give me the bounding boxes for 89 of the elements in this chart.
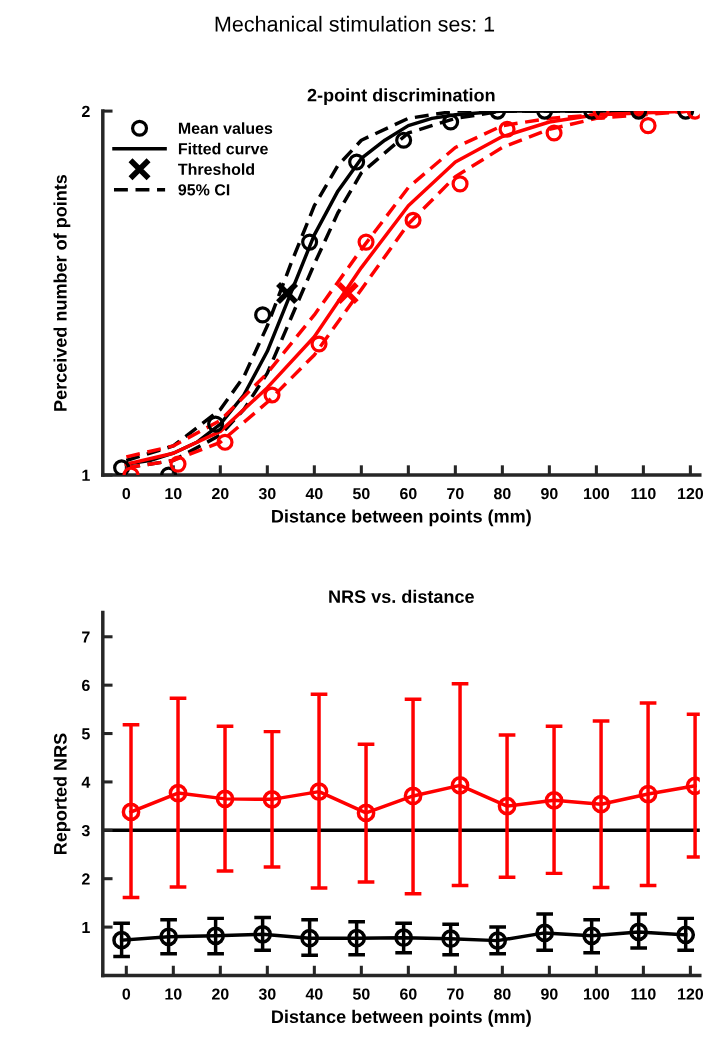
y-tick-label: 5 (81, 728, 90, 740)
x-tick-label: 80 (493, 988, 511, 1000)
y-tick-label: 3 (81, 824, 90, 837)
x-tick-label: 120 (678, 487, 704, 500)
point (442, 113, 460, 131)
legend-label: Fitted curve (178, 142, 268, 155)
point (206, 926, 225, 946)
x-tick-label: 120 (678, 988, 704, 1000)
point (335, 281, 360, 305)
chart-title: NRS vs. distance (329, 589, 474, 604)
x-tick-label: 110 (631, 988, 656, 1000)
legend-label: 95% CI (178, 184, 230, 196)
y-tick-label: 4 (81, 776, 91, 788)
point (356, 803, 376, 823)
point (404, 211, 422, 229)
point (441, 929, 461, 949)
x-tick-label: 30 (258, 988, 276, 1000)
x-tick-label: 100 (584, 487, 610, 500)
point (262, 789, 282, 809)
point (216, 433, 234, 451)
point (451, 175, 469, 193)
x-tick-label: 90 (541, 487, 558, 500)
point (215, 789, 235, 809)
point (254, 306, 272, 324)
point (639, 117, 657, 135)
x-tick-label: 80 (493, 487, 511, 500)
x-tick-label: 20 (211, 988, 229, 1000)
point (310, 335, 328, 353)
x-tick-label: 60 (400, 988, 417, 1000)
point (253, 924, 273, 944)
point (301, 233, 319, 251)
x-tick-label: 60 (400, 487, 417, 500)
point (450, 775, 470, 795)
x-tick-label: 70 (447, 487, 464, 500)
y-tick-label: 1 (82, 469, 90, 481)
x-tick-label: 10 (165, 487, 182, 500)
point (357, 233, 375, 251)
point (263, 386, 281, 404)
legend-label: Mean values (178, 122, 273, 134)
point (498, 120, 516, 138)
point (394, 928, 414, 948)
y-tick-label: 1 (82, 921, 90, 933)
text: Mechanical stimulation ses: 1 (215, 15, 495, 32)
point (169, 455, 187, 473)
y-axis-title: Perceived number of points (53, 174, 71, 411)
point (629, 922, 649, 942)
point (544, 790, 564, 810)
point (159, 927, 178, 947)
chart-title: 2-point discrimination (307, 88, 495, 106)
x-tick-label: 30 (258, 487, 276, 500)
x-tick-label: 100 (584, 988, 610, 1000)
x-tick-label: 50 (352, 487, 370, 500)
point (168, 783, 188, 803)
point (545, 124, 563, 142)
point (121, 802, 141, 822)
x-axis-title: Distance between points (mm) (272, 509, 531, 527)
x-tick-label: 40 (305, 988, 323, 1000)
x-tick-label: 20 (211, 487, 229, 500)
point (275, 281, 299, 305)
y-tick-label: 2 (81, 873, 90, 885)
legend-label: Threshold (178, 163, 255, 175)
y-tick-label: 7 (82, 631, 90, 643)
point (676, 925, 696, 945)
point (112, 930, 131, 950)
point (348, 153, 366, 171)
y-tick-label: 6 (82, 679, 90, 692)
x-tick-label: 110 (631, 487, 656, 500)
y-tick-label: 2 (81, 105, 90, 117)
point (582, 926, 602, 946)
point (488, 931, 508, 951)
y-axis-title: Reported NRS (53, 733, 71, 855)
point (591, 794, 611, 814)
x-tick-label: 0 (122, 487, 131, 500)
point (403, 786, 423, 806)
point (300, 928, 320, 948)
x-tick-label: 70 (447, 988, 464, 1000)
x-tick-label: 40 (305, 487, 323, 500)
point (309, 782, 329, 801)
point (638, 784, 658, 804)
x-axis-title: Distance between points (mm) (272, 1009, 531, 1027)
point (535, 923, 555, 943)
x-tick-label: 10 (165, 988, 182, 1000)
point (347, 928, 367, 948)
x-tick-label: 90 (541, 988, 558, 1000)
x-tick-label: 0 (122, 988, 131, 1000)
point (395, 131, 413, 149)
point (497, 796, 517, 816)
x-tick-label: 50 (352, 988, 370, 1000)
point (207, 415, 225, 433)
